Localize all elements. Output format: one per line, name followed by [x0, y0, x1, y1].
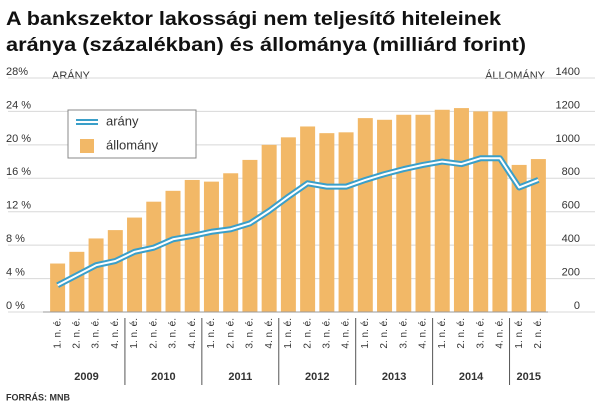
- bar: [473, 111, 489, 312]
- bar: [357, 118, 373, 312]
- bar: [69, 251, 85, 312]
- bar: [396, 114, 412, 313]
- line-core: [57, 157, 539, 287]
- x-group-label: 2011: [228, 371, 252, 383]
- y-tick-label: 12 %: [6, 200, 31, 212]
- x-tick-label: 4. n. é.: [264, 318, 275, 349]
- x-tick-label: 1. n. é.: [129, 318, 140, 349]
- bar: [146, 201, 162, 312]
- bar: [107, 230, 123, 312]
- bar: [300, 126, 316, 312]
- y2-tick-label: 0: [574, 300, 580, 312]
- x-group-label: 2015: [517, 371, 541, 383]
- y-axis-label: ARÁNY: [52, 69, 91, 82]
- y2-tick-label: 200: [562, 266, 580, 278]
- x-tick-label: 3. n. é.: [245, 318, 256, 349]
- bar: [453, 108, 469, 312]
- x-tick-label: 4. n. é.: [341, 318, 352, 349]
- x-tick-label: 2. n. é.: [148, 318, 159, 349]
- bar: [223, 173, 239, 312]
- x-tick-label: 4. n. é.: [495, 318, 506, 349]
- y-tick-label: 24 %: [6, 99, 31, 111]
- legend-label: arány: [106, 113, 139, 128]
- bar: [530, 159, 546, 312]
- y2-tick-label: 1200: [556, 99, 580, 111]
- x-tick-label: 1. n. é.: [437, 318, 448, 349]
- y-tick-label: 4 %: [6, 266, 25, 278]
- bar: [511, 164, 527, 312]
- bar: [50, 263, 66, 312]
- x-group-label: 2012: [305, 371, 329, 383]
- bar: [338, 132, 354, 312]
- y2-tick-label: 400: [562, 233, 580, 245]
- y-tick-label: 16 %: [6, 166, 31, 178]
- chart-title: aránya (százalékban) és állománya (milli…: [6, 35, 526, 56]
- y2-tick-label: 800: [562, 166, 580, 178]
- y2-tick-label: 1400: [556, 66, 580, 78]
- y-tick-label: 8 %: [6, 233, 25, 245]
- x-tick-label: 4. n. é.: [418, 318, 429, 349]
- x-tick-label: 3. n. é.: [475, 318, 486, 349]
- x-tick-label: 1. n. é.: [52, 318, 63, 349]
- bar: [492, 111, 508, 312]
- x-tick-label: 2. n. é.: [71, 318, 82, 349]
- bar: [280, 137, 296, 312]
- bar: [127, 217, 143, 312]
- y2-tick-label: 600: [562, 200, 580, 212]
- y-tick-label: 0 %: [6, 300, 25, 312]
- x-tick-label: 3. n. é.: [321, 318, 332, 349]
- x-tick-label: 1. n. é.: [360, 318, 371, 349]
- bar: [165, 190, 181, 312]
- legend-swatch: [80, 139, 94, 153]
- bar: [184, 179, 200, 312]
- x-tick-label: 1. n. é.: [514, 318, 525, 349]
- bar: [261, 144, 277, 312]
- x-group-label: 2009: [74, 371, 98, 383]
- x-tick-label: 2. n. é.: [533, 318, 544, 349]
- x-group-label: 2013: [382, 371, 406, 383]
- legend-label: állomány: [106, 137, 159, 152]
- x-tick-label: 3. n. é.: [168, 318, 179, 349]
- y-tick-label: 20 %: [6, 133, 31, 145]
- x-tick-label: 2. n. é.: [379, 318, 390, 349]
- y2-axis-label: ÁLLOMÁNY: [485, 69, 546, 82]
- bar: [203, 181, 219, 312]
- bar: [88, 238, 104, 312]
- x-tick-label: 2. n. é.: [456, 318, 467, 349]
- chart-title: A bankszektor lakossági nem teljesítő hi…: [6, 9, 501, 30]
- y-tick-label: 28%: [6, 66, 28, 78]
- x-tick-label: 4. n. é.: [187, 318, 198, 349]
- x-tick-label: 2. n. é.: [302, 318, 313, 349]
- x-tick-label: 4. n. é.: [110, 318, 121, 349]
- bar: [242, 159, 258, 312]
- bar: [434, 109, 450, 312]
- source: FORRÁS: MNB: [6, 392, 70, 402]
- bar: [415, 114, 431, 313]
- x-group-label: 2010: [151, 371, 175, 383]
- x-tick-label: 3. n. é.: [91, 318, 102, 349]
- bar: [377, 119, 393, 313]
- x-tick-label: 1. n. é.: [206, 318, 217, 349]
- bar: [319, 133, 335, 312]
- x-group-label: 2014: [459, 371, 484, 383]
- x-tick-label: 2. n. é.: [225, 318, 236, 349]
- x-tick-label: 1. n. é.: [283, 318, 294, 349]
- x-tick-label: 3. n. é.: [398, 318, 409, 349]
- y2-tick-label: 1000: [556, 133, 580, 145]
